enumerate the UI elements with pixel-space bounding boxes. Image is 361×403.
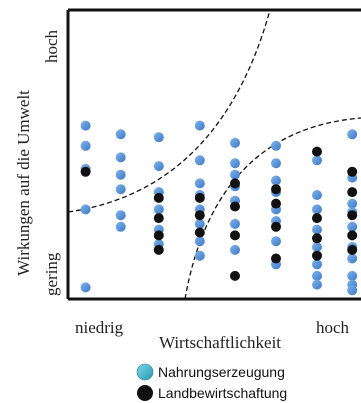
- data-points: [80, 120, 358, 296]
- landbewirtschaftung-point: [194, 192, 205, 203]
- nahrungserzeugung-point: [153, 132, 164, 143]
- nahrungserzeugung-point: [347, 221, 358, 232]
- nahrungserzeugung-point: [312, 190, 322, 200]
- x-axis-title: Wirtschaftlichkeit: [159, 333, 281, 352]
- nahrungserzeugung-point: [312, 224, 322, 235]
- nahrungserzeugung-point: [80, 282, 91, 293]
- nahrungserzeugung-point: [230, 137, 240, 148]
- y-axis-title: Wirkungen auf die Umwelt: [14, 90, 33, 276]
- nahrungserzeugung-point: [80, 204, 91, 215]
- nahrungserzeugung-point: [230, 169, 240, 180]
- nahrungserzeugung-point: [271, 158, 281, 169]
- landbewirtschaftung-point: [347, 166, 358, 177]
- landbewirtschaftung-point: [347, 210, 358, 221]
- low-impact-boundary-curve: [68, 10, 271, 213]
- nahrungserzeugung-point: [115, 210, 126, 221]
- landbewirtschaftung-point: [194, 210, 205, 221]
- nahrungserzeugung-point: [312, 270, 322, 281]
- landbewirtschaftung-point: [312, 213, 322, 224]
- nahrungserzeugung-point: [80, 120, 91, 131]
- nahrungserzeugung-point: [115, 129, 126, 140]
- y-tick-label-high: hoch: [42, 29, 61, 63]
- nahrungserzeugung-point: [271, 140, 281, 151]
- nahrungserzeugung-point: [347, 285, 358, 296]
- x-tick-label-low: niedrig: [75, 318, 124, 337]
- nahrungserzeugung-point: [80, 140, 91, 151]
- nahrungserzeugung-point: [194, 120, 205, 131]
- landbewirtschaftung-point: [153, 192, 164, 203]
- x-tick-label-high: hoch: [316, 318, 350, 337]
- landbewirtschaftung-point: [230, 230, 240, 241]
- landbewirtschaftung-point: [312, 233, 322, 244]
- nahrungserzeugung-point: [312, 242, 322, 252]
- landbewirtschaftung-point: [312, 146, 322, 157]
- landbewirtschaftung-point: [312, 250, 322, 261]
- landbewirtschaftung-point: [153, 213, 164, 224]
- nahrungserzeugung-point: [230, 218, 240, 229]
- nahrungserzeugung-point: [194, 218, 205, 229]
- nahrungserzeugung-point: [194, 236, 205, 247]
- nahrungserzeugung-point: [230, 244, 240, 255]
- nahrungserzeugung-point: [312, 204, 322, 215]
- nahrungserzeugung-point: [115, 184, 126, 195]
- landbewirtschaftung-point: [271, 198, 281, 209]
- landbewirtschaftung-point: [347, 244, 358, 255]
- nahrungserzeugung-point: [194, 155, 205, 166]
- landbewirtschaftung-point: [230, 201, 240, 212]
- landbewirtschaftung-point: [347, 187, 358, 198]
- nahrungserzeugung-point: [153, 161, 164, 172]
- legend-marker-nahrungserzeugung: [136, 363, 154, 381]
- nahrungserzeugung-point: [153, 204, 164, 215]
- nahrungserzeugung-point: [312, 259, 322, 270]
- nahrungserzeugung-point: [347, 253, 358, 264]
- nahrungserzeugung-point: [115, 152, 126, 163]
- nahrungserzeugung-point: [347, 270, 358, 281]
- nahrungserzeugung-point: [347, 198, 358, 209]
- legend-label-nahrungserzeugung: Nahrungserzeugung: [158, 364, 285, 380]
- nahrungserzeugung-point: [230, 158, 240, 169]
- landbewirtschaftung-point: [153, 244, 164, 255]
- landbewirtschaftung-point: [347, 230, 358, 241]
- legend-label-landbewirtschaftung: Landbewirtschaftung: [158, 385, 287, 401]
- nahrungserzeugung-point: [347, 129, 358, 140]
- nahrungserzeugung-point: [115, 221, 126, 232]
- landbewirtschaftung-point: [153, 230, 164, 241]
- legend: Nahrungserzeugung Landbewirtschaftung: [136, 363, 287, 401]
- nahrungserzeugung-point: [271, 236, 281, 247]
- high-efficiency-boundary-curve: [184, 117, 361, 299]
- landbewirtschaftung-point: [80, 166, 91, 177]
- legend-marker-landbewirtschaftung: [137, 385, 153, 401]
- y-tick-label-low: gering: [42, 252, 61, 296]
- nahrungserzeugung-point: [312, 155, 322, 166]
- nahrungserzeugung-point: [312, 279, 322, 290]
- nahrungserzeugung-point: [194, 178, 205, 189]
- nahrungserzeugung-point: [194, 250, 205, 261]
- landbewirtschaftung-point: [271, 221, 281, 232]
- nahrungserzeugung-point: [115, 169, 126, 180]
- landbewirtschaftung-point: [230, 270, 240, 281]
- landbewirtschaftung-point: [271, 184, 281, 195]
- landbewirtschaftung-point: [271, 253, 281, 264]
- plot-area: [66, 8, 361, 301]
- landbewirtschaftung-point: [230, 178, 240, 189]
- nahrungserzeugung-point: [271, 175, 281, 186]
- landbewirtschaftung-point: [194, 227, 205, 238]
